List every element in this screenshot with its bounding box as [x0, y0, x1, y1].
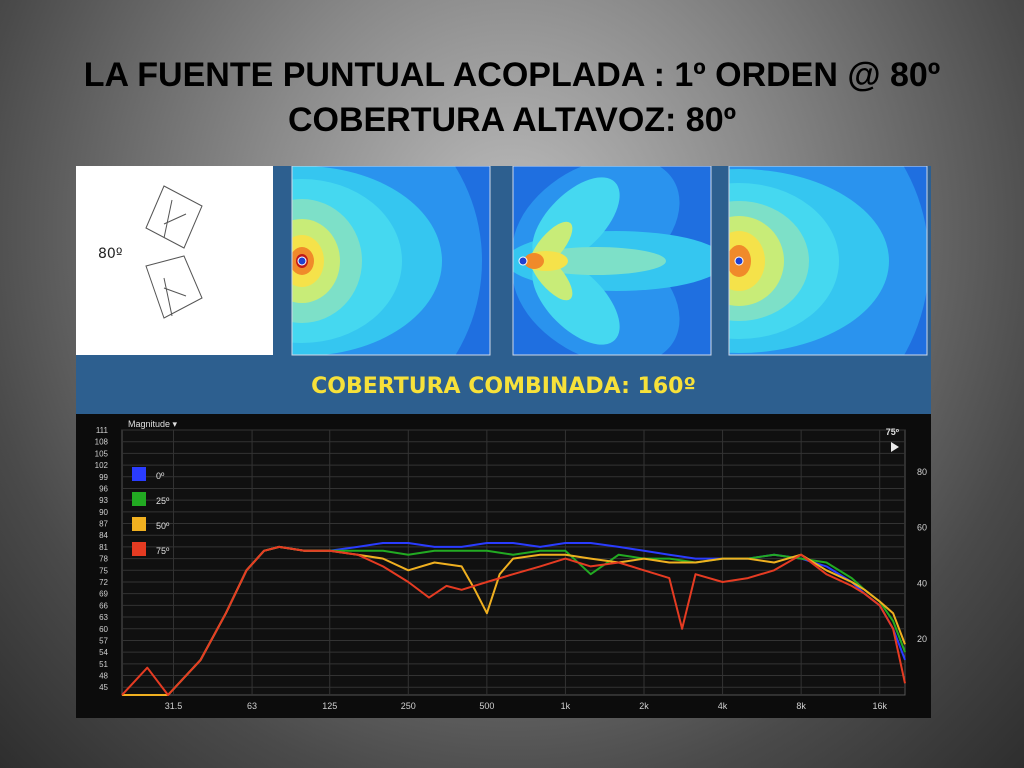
- play-marker-icon[interactable]: [891, 442, 899, 452]
- coverage-map-3: [729, 166, 927, 355]
- y-tick-label: 63: [99, 613, 108, 622]
- y-tick-label: 51: [99, 660, 108, 669]
- legend-swatch: [132, 467, 146, 481]
- y-tick-label: 108: [95, 438, 109, 447]
- y-tick-label: 60: [99, 625, 108, 634]
- y-tick-label: 72: [99, 578, 108, 587]
- y-tick-label: 69: [99, 590, 108, 599]
- chart-title[interactable]: Magnitude ▾: [128, 419, 178, 429]
- frequency-response-chart: 111 108 105 102 99 96 93 90 87 84 81 78 75 72 69 66 63 60…: [76, 414, 931, 718]
- legend-swatch: [132, 492, 146, 506]
- combined-coverage-label: COBERTURA COMBINADA: 160º: [311, 374, 696, 399]
- content-panel: 111 108 105 102 99 96 93 90 87 84 81 78 75 72 69 66 63 60…: [76, 166, 931, 718]
- right-axis-tick: 80: [917, 467, 927, 477]
- x-tick-label: 8k: [796, 701, 806, 711]
- legend-swatch: [132, 517, 146, 531]
- x-tick-label: 16k: [872, 701, 887, 711]
- array-angle-label: 80º: [98, 246, 123, 262]
- x-tick-label: 500: [479, 701, 494, 711]
- y-tick-label: 48: [99, 672, 108, 681]
- right-axis-tick: 60: [917, 523, 927, 533]
- x-tick-label: 4k: [718, 701, 728, 711]
- y-tick-label: 111: [96, 426, 109, 435]
- x-tick-label: 2k: [639, 701, 649, 711]
- x-tick-label: 250: [401, 701, 416, 711]
- y-tick-label: 78: [99, 555, 108, 564]
- slide-title-line2: COBERTURA ALTAVOZ: 80º: [287, 101, 737, 139]
- y-tick-label: 66: [99, 601, 108, 610]
- y-tick-label: 75: [99, 566, 108, 575]
- x-tick-label: 31.5: [165, 701, 183, 711]
- legend-label: 50º: [156, 521, 170, 531]
- y-tick-label: 105: [95, 449, 109, 458]
- y-tick-label: 102: [95, 461, 109, 470]
- y-tick-label: 81: [99, 543, 108, 552]
- y-tick-label: 87: [99, 520, 108, 529]
- array-diagram: [76, 166, 273, 355]
- y-tick-label: 84: [99, 531, 108, 540]
- y-tick-label: 99: [99, 473, 108, 482]
- coverage-map-1: [292, 166, 490, 355]
- right-axis-tick: 40: [917, 578, 927, 588]
- y-tick-label: 45: [99, 683, 108, 692]
- y-tick-label: 57: [99, 636, 108, 645]
- right-axis-tick: 20: [917, 634, 927, 644]
- legend-swatch: [132, 542, 146, 556]
- y-tick-label: 90: [99, 508, 108, 517]
- x-tick-label: 63: [247, 701, 257, 711]
- legend-label: 25º: [156, 496, 170, 506]
- legend-label: 75º: [156, 546, 170, 556]
- y-tick-label: 93: [99, 496, 108, 505]
- legend-label: 0º: [156, 471, 165, 481]
- coverage-graphics: 111 108 105 102 99 96 93 90 87 84 81 78 75 72 69 66 63 60…: [76, 166, 931, 718]
- coverage-map-2: [513, 166, 711, 355]
- y-tick-label: 54: [99, 648, 108, 657]
- y-tick-label: 96: [99, 484, 108, 493]
- x-tick-label: 125: [322, 701, 337, 711]
- series-line-3: [121, 545, 906, 696]
- slide-title-line1: LA FUENTE PUNTUAL ACOPLADA : 1º ORDEN @ …: [83, 56, 941, 94]
- x-tick-label: 1k: [561, 701, 571, 711]
- phase-readout: 75º: [886, 427, 900, 437]
